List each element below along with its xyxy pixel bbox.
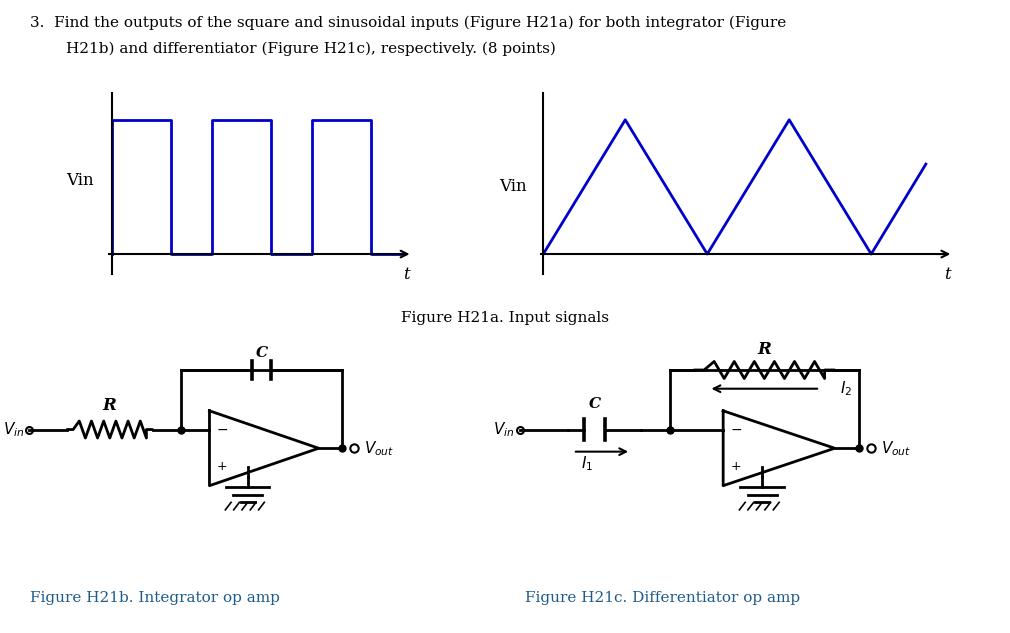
Text: $V_{\mathit{in}}$: $V_{\mathit{in}}$ (3, 420, 24, 439)
Text: R: R (758, 341, 772, 358)
Text: −: − (730, 423, 742, 437)
Text: $V_{\mathit{out}}$: $V_{\mathit{out}}$ (364, 439, 394, 458)
Text: C: C (589, 397, 601, 411)
Text: C: C (256, 346, 268, 360)
Text: $I_1$: $I_1$ (582, 454, 594, 473)
Text: $V_{\mathit{out}}$: $V_{\mathit{out}}$ (881, 439, 911, 458)
Text: −: − (216, 423, 228, 437)
Text: Figure H21b. Integrator op amp: Figure H21b. Integrator op amp (30, 591, 280, 605)
Text: Vin: Vin (66, 172, 93, 189)
Text: Vin: Vin (499, 179, 527, 196)
Text: +: + (730, 460, 741, 473)
Text: H21b) and differentiator (Figure H21c), respectively. (8 points): H21b) and differentiator (Figure H21c), … (66, 41, 556, 56)
Text: Figure H21a. Input signals: Figure H21a. Input signals (401, 311, 609, 325)
Text: t: t (944, 266, 951, 283)
Text: R: R (103, 398, 117, 414)
Text: 3.  Find the outputs of the square and sinusoidal inputs (Figure H21a) for both : 3. Find the outputs of the square and si… (30, 16, 787, 30)
Text: $I_2$: $I_2$ (839, 379, 851, 398)
Text: Figure H21c. Differentiator op amp: Figure H21c. Differentiator op amp (525, 591, 800, 605)
Text: $V_{\mathit{in}}$: $V_{\mathit{in}}$ (493, 420, 515, 439)
Text: t: t (403, 266, 410, 283)
Text: +: + (216, 460, 227, 473)
